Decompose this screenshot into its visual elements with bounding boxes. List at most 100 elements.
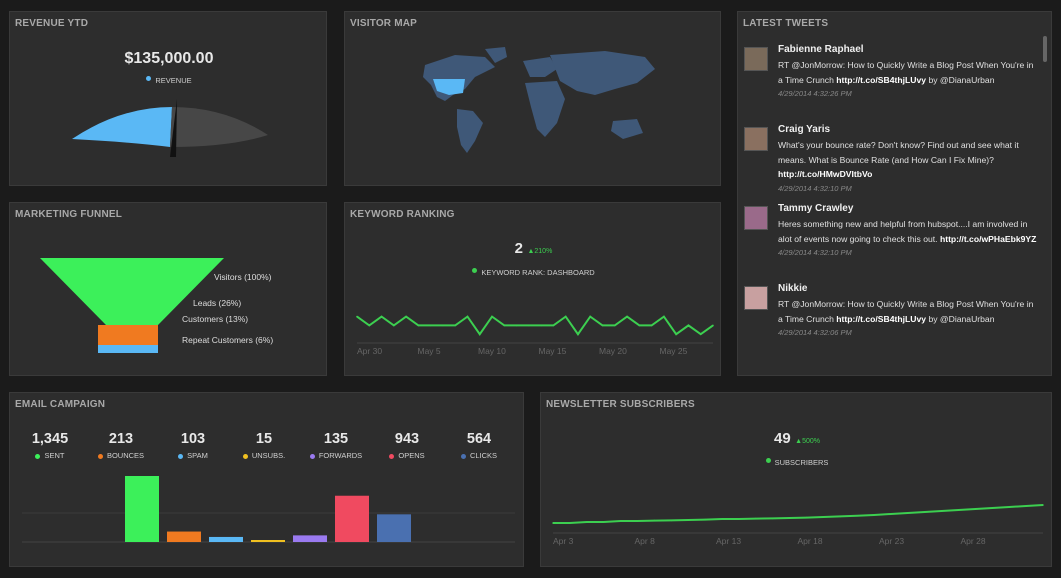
stat-label: UNSUBS.: [224, 451, 304, 460]
data-point: [1008, 506, 1011, 508]
funnel-chart: [40, 258, 224, 353]
data-point: [687, 519, 689, 521]
data-point: [822, 516, 825, 518]
keyword-line-chart: Apr 30 May 5 May 10 May 15 May 20 May 25: [356, 315, 714, 356]
data-point: [650, 324, 653, 327]
data-point: [991, 507, 994, 509]
tweet-link[interactable]: http://t.co/SB4thjLUvy: [836, 74, 927, 85]
x-tick-label: Apr 30: [357, 346, 382, 356]
tweet-date: 4/29/2014 4:32:10 PM: [778, 183, 852, 193]
data-point: [663, 315, 665, 318]
tweet-after: by @DianaUrban: [928, 74, 995, 85]
revenue-gauge: [72, 99, 268, 157]
tweet-author[interactable]: Tammy Crawley: [778, 203, 854, 214]
x-tick-label: Apr 13: [716, 536, 741, 546]
newsletter-value: 49: [774, 430, 791, 447]
stat-value: 15: [255, 431, 273, 447]
funnel-label-customers: Customers (13%): [182, 314, 249, 324]
funnel-label-leads: Leads (26%): [193, 298, 242, 308]
avatar: [744, 286, 768, 310]
stat-label: SENT: [10, 451, 90, 460]
data-point: [466, 315, 469, 318]
tweet-author[interactable]: Nikkie: [778, 283, 808, 294]
newsletter-line-chart: Apr 3 Apr 8 Apr 13 Apr 18 Apr 23 Apr 28: [552, 504, 1044, 546]
tweet-item[interactable]: Craig Yaris What's your bounce rate? Don…: [744, 124, 1042, 198]
australia-shape: [611, 119, 643, 139]
funnel-stage-visitors: [40, 258, 224, 325]
funnel-panel: MARKETING FUNNEL Visitors (100%) Leads (…: [9, 202, 327, 376]
newsletter-legend: SUBSCRIBERS: [541, 452, 1053, 470]
tweet-body: RT @JonMorrow: How to Quickly Write a Bl…: [778, 299, 1034, 324]
email-bar-chart: [22, 476, 515, 543]
bar-forwards: [293, 535, 327, 542]
tweet-text: RT @JonMorrow: How to Quickly Write a Bl…: [778, 297, 1038, 340]
stat-dot: [97, 453, 103, 459]
tweets-scrollbar[interactable]: [1043, 36, 1047, 62]
data-point: [613, 324, 616, 327]
tweet-author[interactable]: Craig Yaris: [778, 124, 831, 135]
data-point: [577, 333, 579, 335]
stat-value: 1,345: [31, 431, 69, 447]
tweet-link[interactable]: http://t.co/wPHaEbk9YZ: [939, 233, 1037, 244]
tweet-item[interactable]: Nikkie RT @JonMorrow: How to Quickly Wri…: [744, 283, 1042, 357]
stat-dot: [242, 453, 248, 459]
tweet-body: RT @JonMorrow: How to Quickly Write a Bl…: [778, 60, 1034, 85]
tweet-text: Heres something new and helpful from hub…: [778, 217, 1038, 260]
data-point: [653, 519, 656, 522]
europe-shape: [523, 57, 557, 77]
revenue-value: $135,000.00: [124, 50, 214, 67]
tweet-item[interactable]: Tammy Crawley Heres something new and he…: [744, 203, 1042, 277]
data-point: [417, 324, 420, 327]
data-point: [356, 315, 358, 318]
x-tick-label: May 10: [478, 346, 506, 356]
stat-label-text: CLICKS: [469, 451, 498, 460]
keyword-change: ▲210%: [527, 248, 553, 255]
funnel-label-visitors: Visitors (100%): [214, 272, 272, 282]
avatar: [744, 47, 768, 71]
keyword-legend-label: KEYWORD RANK: DASHBOARD: [481, 268, 595, 277]
data-point: [619, 520, 622, 522]
data-point: [515, 324, 518, 327]
data-point: [491, 315, 493, 318]
bar-spam: [209, 536, 243, 542]
visitor-map-panel: VISITOR MAP: [344, 11, 721, 186]
data-point: [540, 324, 542, 327]
greenland-shape: [485, 47, 507, 63]
data-point: [805, 516, 808, 519]
stat-dot: [309, 453, 315, 459]
stat-label-text: BOUNCES: [106, 451, 145, 460]
revenue-legend-label: REVENUE: [155, 76, 192, 85]
stat-value: 103: [180, 431, 206, 447]
tweet-date: 4/29/2014 4:32:26 PM: [778, 89, 852, 98]
visitor-map-title: VISITOR MAP: [350, 18, 418, 29]
revenue-title: REVENUE YTD: [15, 18, 89, 29]
funnel-title: MARKETING FUNNEL: [15, 209, 123, 220]
south-america-shape: [457, 109, 483, 153]
world-map[interactable]: [345, 37, 722, 187]
email-panel: EMAIL CAMPAIGN 1,345 SENT 213 BOUNCES 103 S…: [9, 392, 524, 567]
tweet-author[interactable]: Fabienne Raphael: [778, 44, 864, 55]
x-tick-label: Apr 23: [879, 536, 904, 546]
data-point: [675, 333, 677, 335]
data-point: [380, 315, 383, 318]
stat-label-text: SENT: [44, 451, 65, 460]
tweet-link[interactable]: http://t.co/HMwDVItbVo: [778, 169, 873, 179]
tweet-item[interactable]: Fabienne Raphael RT @JonMorrow: How to Q…: [744, 44, 1042, 118]
avatar: [744, 127, 768, 151]
stat-value: 213: [108, 431, 134, 447]
gauge-filled-arc: [72, 107, 172, 147]
keyword-legend-dot: [472, 268, 478, 274]
data-point: [569, 522, 571, 524]
funnel-label-repeat: Repeat Customers (6%): [182, 335, 274, 345]
x-tick-label: Apr 3: [553, 536, 574, 546]
stat-label-text: SPAM: [187, 451, 208, 460]
data-point: [602, 521, 605, 523]
tweet-link[interactable]: http://t.co/SB4thjLUvy: [836, 313, 927, 324]
funnel-stage-customers: [98, 325, 158, 345]
tweets-title: LATEST TWEETS: [743, 18, 829, 29]
stat-label-text: UNSUBS.: [251, 451, 286, 460]
keyword-header: 2 ▲210%: [345, 240, 722, 258]
data-point: [552, 324, 555, 327]
stat-label: SPAM: [153, 451, 233, 460]
data-point: [636, 520, 639, 522]
